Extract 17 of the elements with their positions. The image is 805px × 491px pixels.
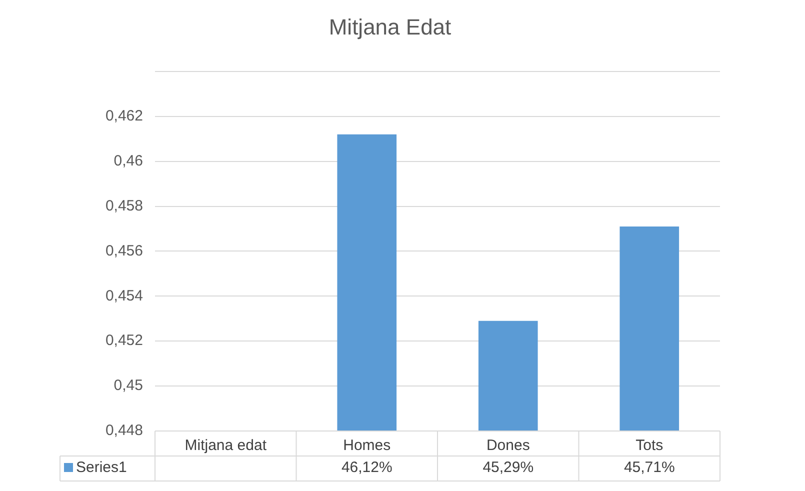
y-tick-label: 0,456 bbox=[105, 242, 143, 260]
data-label: 45,29% bbox=[482, 459, 534, 476]
legend-label: Series1 bbox=[76, 459, 127, 476]
y-tick-label: 0,448 bbox=[105, 422, 143, 440]
data-label: 46,12% bbox=[341, 459, 392, 476]
y-tick-label: 0,46 bbox=[114, 152, 143, 170]
x-tick-label: Homes bbox=[343, 437, 391, 454]
y-tick-label: 0,452 bbox=[105, 332, 143, 350]
data-label: 45,71% bbox=[624, 459, 675, 476]
y-tick-label: 0,458 bbox=[105, 197, 143, 214]
y-tick-label: 0,45 bbox=[114, 377, 143, 394]
x-tick-label: Dones bbox=[486, 437, 530, 454]
x-tick-label: Mitjana edat bbox=[184, 437, 268, 454]
x-tick-label: Tots bbox=[636, 437, 664, 454]
chart-title: Mitjana Edat bbox=[328, 14, 452, 40]
y-tick-label: 0,462 bbox=[105, 107, 143, 124]
y-tick-label: 0,454 bbox=[105, 287, 143, 304]
